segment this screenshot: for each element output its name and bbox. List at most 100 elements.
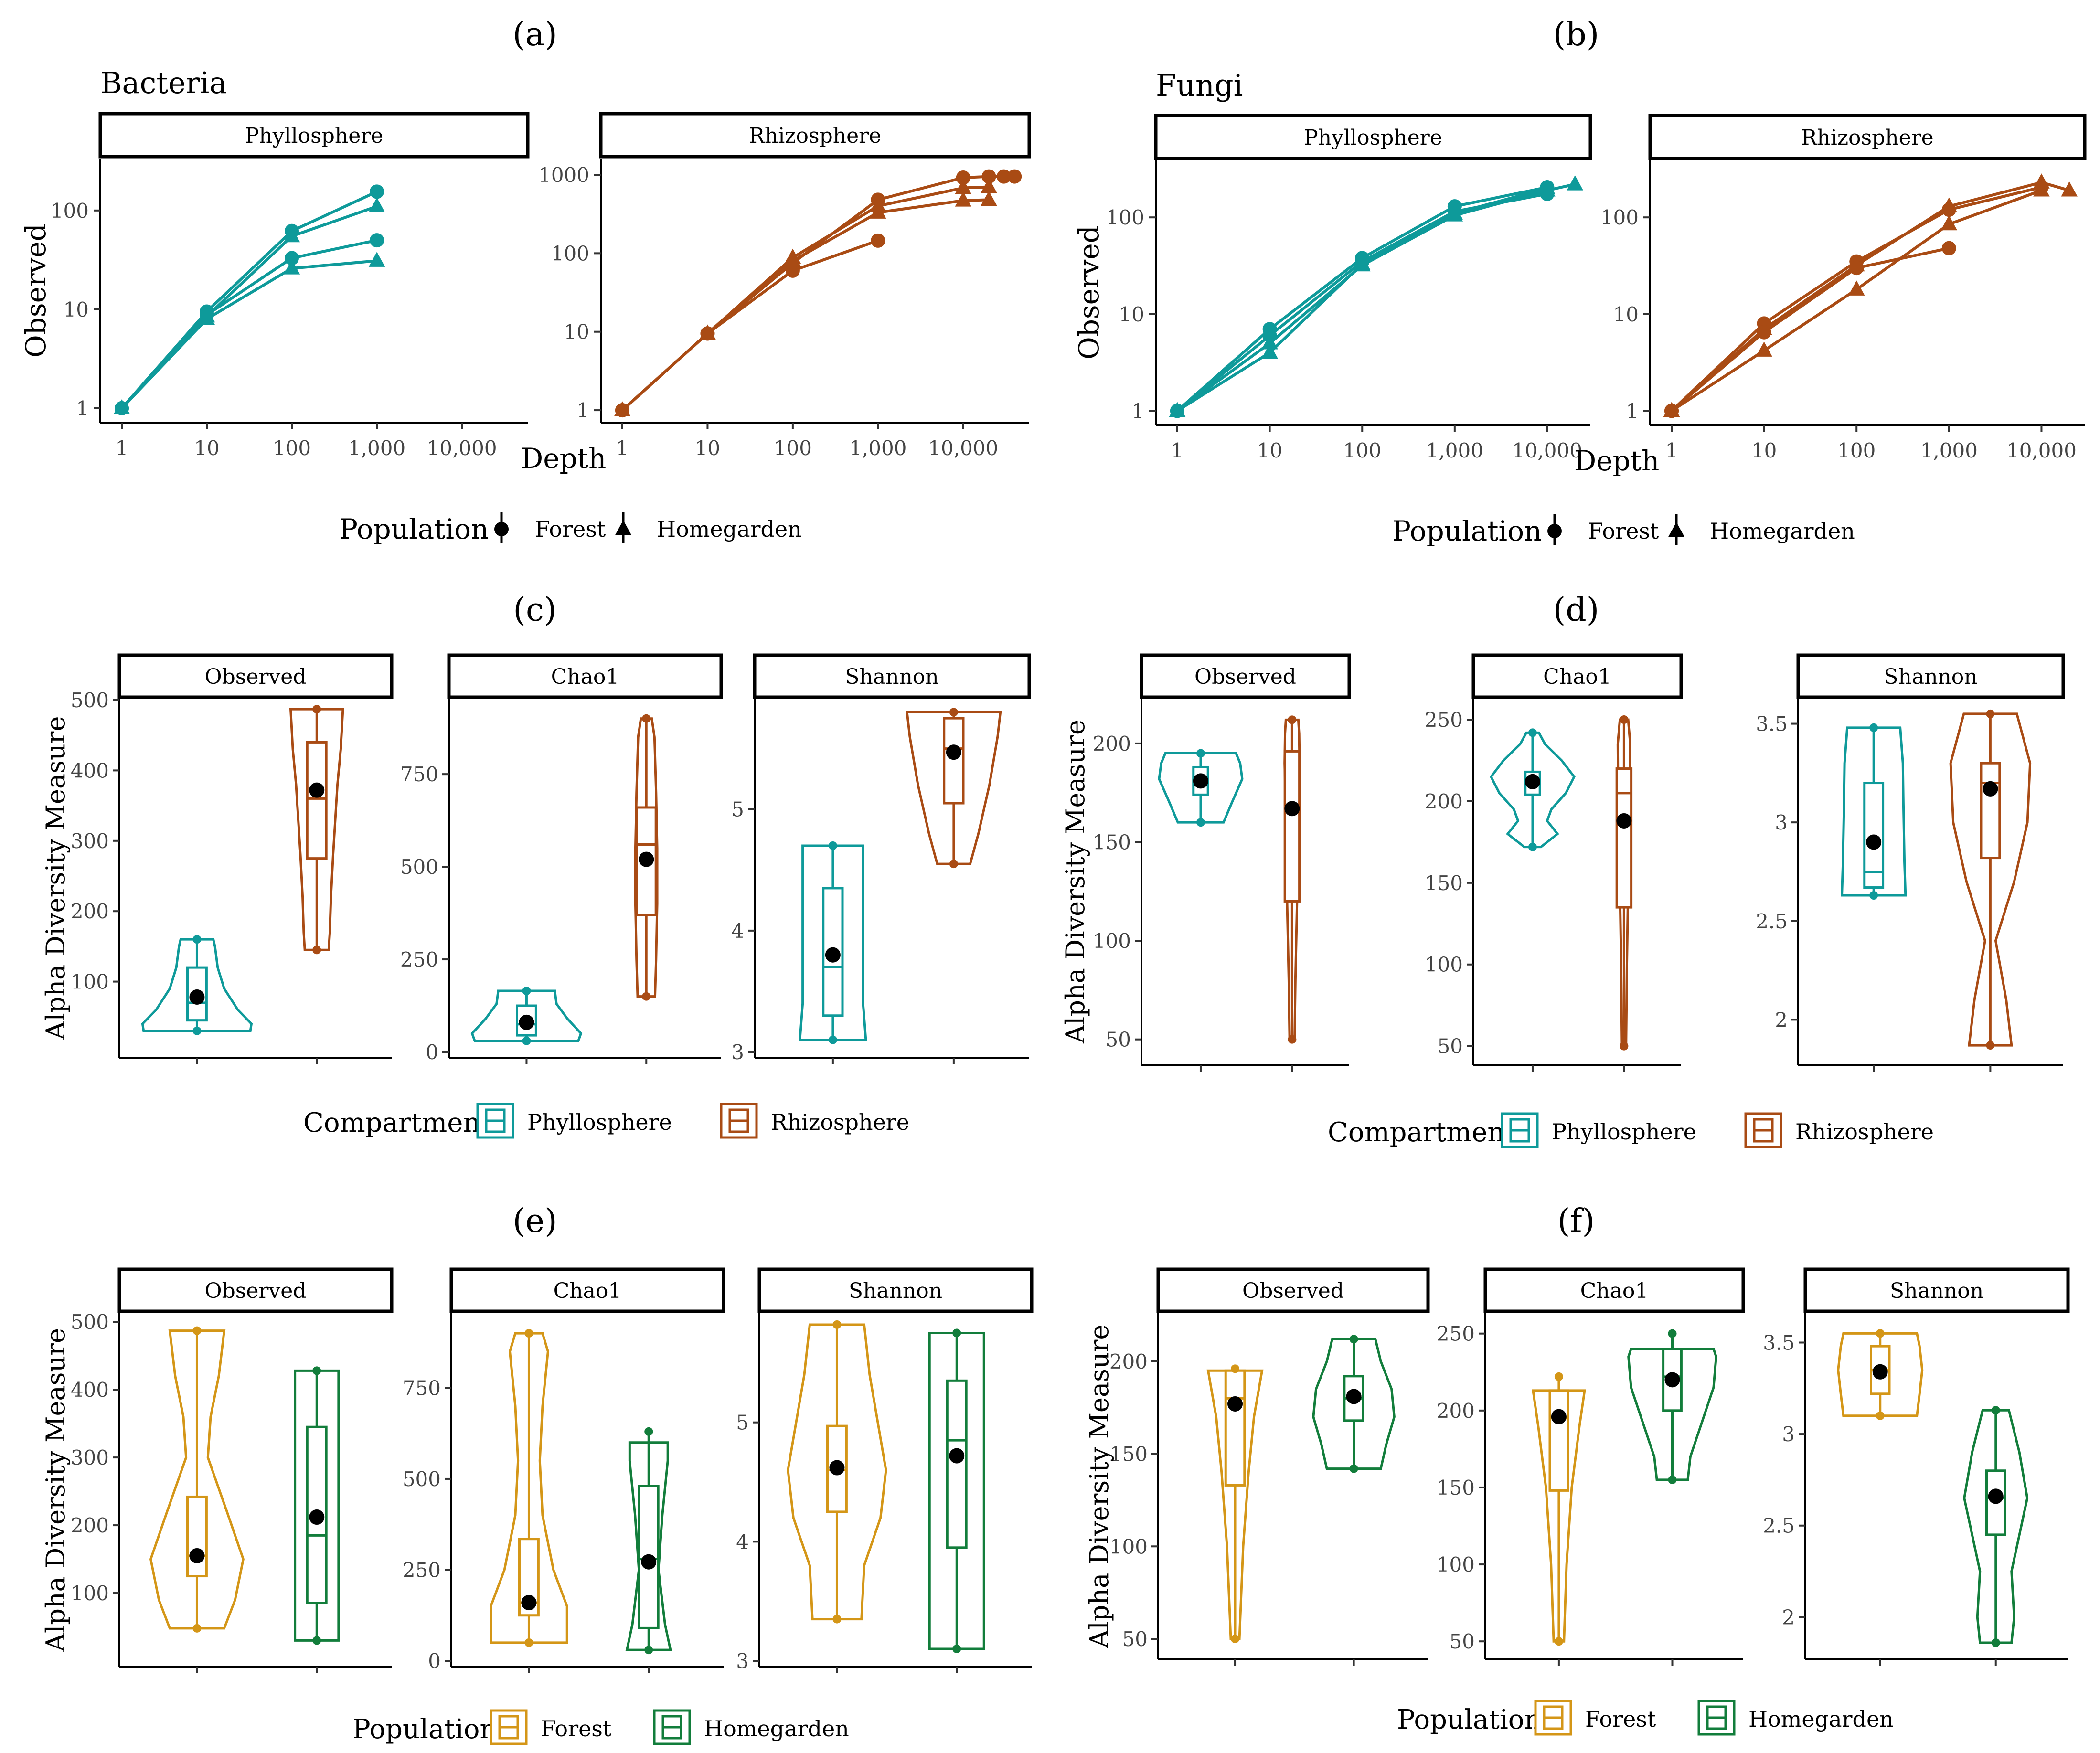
legend-label-phyllosphere: Phyllosphere	[527, 1109, 672, 1135]
panel-f-observed-y-tick-label: 150	[1109, 1443, 1148, 1466]
panel-a-phyllosphere-y-tick-label: 10	[64, 298, 89, 321]
panel-e-shannon-y-tick-label: 5	[736, 1411, 749, 1434]
legend-label-homegarden: Homegarden	[1748, 1706, 1894, 1732]
panel-c-chao1-violin-outline	[470, 989, 583, 1042]
panel-f-shannon-y-tick-label: 3.5	[1763, 1331, 1795, 1354]
panel-f-chao1-y-tick-label: 250	[1437, 1322, 1475, 1346]
panel-a-phyllosphere-data-point	[368, 197, 385, 212]
panel-c-shannon-min-point	[828, 1035, 837, 1044]
panel-c-chao1-max-point	[642, 714, 651, 723]
panel-d-observed-y-tick-label: 50	[1106, 1028, 1131, 1052]
panel-c-observed-mean-point	[309, 782, 325, 798]
panel-d-shannon-violin-outline	[1840, 726, 1907, 897]
panel-c-observed-y-tick-label: 300	[71, 829, 109, 853]
panel-d-shannon-box	[1980, 762, 2001, 860]
panel-b-rhizosphere-series-4	[1664, 241, 1956, 418]
panel-e-chao1-y-tick-label: 500	[403, 1467, 441, 1491]
panel-b-rhizosphere-x-tick-label: 10,000	[2006, 439, 2077, 462]
panel-b-rhizosphere-data-point	[1664, 404, 1679, 418]
panel-b-rhizosphere-series-line	[1670, 186, 2042, 412]
panel-e-observed-y-tick-label: 400	[71, 1378, 109, 1402]
panel-a-rhizosphere-data-point	[955, 179, 972, 194]
panel-c-chao1-mean-point	[519, 1014, 534, 1030]
panel-e-shannon-violin-outline	[787, 1323, 887, 1621]
panel-f-observed-forest-violin	[1206, 1364, 1264, 1644]
legend-key-forest	[1534, 1700, 1572, 1736]
panel-e-chao1-homegarden-violin	[625, 1427, 672, 1655]
panel-d-chao1-strip-label: Chao1	[1543, 665, 1611, 689]
legend-label-forest: Forest	[1588, 518, 1659, 544]
panel-a-rhizosphere-series-4	[615, 233, 885, 418]
panel-a-phyllosphere-x-tick-label: 1	[116, 436, 128, 460]
panel-e-observed-mean-point	[309, 1509, 325, 1525]
panel-d-chao1-min-point	[1528, 842, 1537, 851]
panel-f-shannon-strip	[1803, 1267, 2070, 1313]
panel-f-chao1-strip-label: Chao1	[1580, 1279, 1649, 1303]
panel-b-phyllosphere-series-3	[1170, 186, 1555, 418]
panel-b-phyllosphere-strip	[1154, 114, 1592, 160]
panel-a-phyllosphere-data-point	[113, 399, 130, 414]
panel-a-phyllosphere-series-line	[120, 259, 377, 410]
panel-f-legend-title: Population	[1397, 1704, 1542, 1735]
panel-f-chao1-strip	[1483, 1267, 1745, 1313]
panel-b-phyllosphere-strip-label: Phyllosphere	[1304, 126, 1442, 150]
panel-f-observed-violin-outline	[1206, 1369, 1264, 1640]
panel-b-phyllosphere-x-tick-label: 100	[1343, 439, 1381, 462]
panel-a-phyllosphere-series-3	[115, 233, 384, 415]
panel-d-chao1-mean-point	[1524, 774, 1540, 789]
panel-e-observed-y-tick-label: 500	[71, 1310, 109, 1334]
panel-a-rhizosphere-strip-label: Rhizosphere	[749, 124, 881, 148]
panel-e-chao1-min-point	[524, 1638, 533, 1647]
panel-e-chao1-mean-point	[521, 1595, 537, 1611]
panel-b-phyllosphere-data-point	[1262, 328, 1277, 343]
panel-d-shannon-mean-point	[1983, 781, 1998, 797]
legend-key-triangle	[1668, 522, 1685, 537]
panel-f-shannon-max-point	[1991, 1406, 2000, 1415]
legend-key-triangle	[615, 520, 632, 535]
panel-b-rhizosphere-data-point	[1757, 325, 1771, 340]
panel-e-legend-title: Population	[352, 1714, 497, 1745]
panel-e-chao1-mean-point	[641, 1554, 657, 1570]
panel-c-shannon-strip	[753, 653, 1031, 699]
panel-e-observed-forest-violin	[149, 1326, 245, 1633]
panel-label-f: (f)	[1557, 1202, 1595, 1240]
panel-f-chao1-mean-point	[1664, 1372, 1680, 1388]
panel-b-rhizosphere-data-point	[1941, 241, 1956, 255]
panel-b-rhizosphere-data-point	[2061, 181, 2078, 197]
panel-c-observed-violin-outline	[141, 938, 253, 1032]
panel-d-shannon-rhizosphere-violin	[1949, 709, 2032, 1050]
panel-b-rhizosphere-x-tick-label: 1	[1665, 439, 1678, 462]
panel-a-phyllosphere-series-line	[120, 190, 378, 409]
panel-a-rhizosphere-series-2	[614, 178, 997, 416]
panel-c-shannon-violin-outline	[906, 711, 1002, 865]
panel-b-phyllosphere-data-point	[1539, 179, 1556, 194]
panel-d-shannon-y-tick-label: 2.5	[1756, 910, 1788, 933]
panel-b-rhizosphere-series-line	[1671, 181, 2070, 412]
panel-e-shannon-strip	[757, 1267, 1034, 1313]
panel-a-rhizosphere-data-point	[870, 203, 886, 219]
legend-label-forest: Forest	[1585, 1706, 1656, 1732]
panel-c-chao1-rhizosphere-violin	[634, 714, 659, 1001]
legend-key-phyllosphere	[1501, 1112, 1539, 1148]
panel-c-observed-y-tick-label: 500	[71, 689, 109, 712]
panel-a-rhizosphere-data-point	[871, 233, 885, 248]
panel-d-chao1-violin-outline	[1490, 731, 1576, 849]
panel-d-chao1-mean-point	[1616, 813, 1632, 829]
panel-c-chao1-y-tick-label: 250	[400, 948, 438, 971]
panel-c-shannon-y-tick-label: 3	[731, 1041, 744, 1064]
panel-a-x-label: Depth	[521, 442, 607, 475]
panel-label-d: (d)	[1553, 591, 1599, 629]
panel-e-shannon-y-tick-label: 4	[736, 1530, 749, 1553]
panel-d-chao1-min-point	[1620, 1041, 1629, 1051]
panel-e-shannon-max-point	[952, 1328, 961, 1338]
panel-f-chao1-y-tick-label: 100	[1437, 1553, 1475, 1576]
panel-e-shannon-strip-label: Shannon	[849, 1279, 942, 1303]
panel-c-chao1-y-tick-label: 750	[400, 763, 438, 786]
panel-f-shannon-max-point	[1876, 1329, 1885, 1338]
panel-b-y-label: Observed	[1073, 225, 1105, 360]
panel-d-observed-max-point	[1196, 749, 1205, 758]
panel-a-phyllosphere-data-point	[370, 184, 384, 199]
panel-b-rhizosphere-series-1	[1663, 173, 2078, 417]
panel-a-phyllosphere-x-tick-label: 10	[194, 436, 219, 460]
